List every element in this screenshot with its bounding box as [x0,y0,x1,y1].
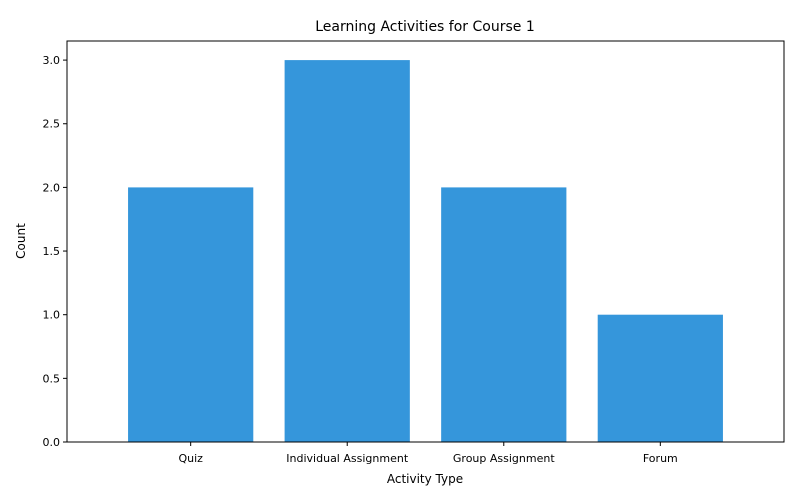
y-tick-label: 1.5 [43,245,61,258]
plot-frame [66,40,785,443]
x-tick-label: Forum [643,452,678,465]
x-tick-label: Quiz [178,452,203,465]
y-tick-label: 1.0 [43,309,61,322]
x-axis: Quiz Individual Assignment Group Assignmen… [178,442,678,465]
x-tick-label: Group Assignment [453,452,555,465]
y-tick-label: 0.0 [43,436,61,449]
y-tick-label: 0.5 [43,372,61,385]
y-tick-label: 3.0 [43,54,61,67]
y-axis-label: Count [14,223,28,259]
bar-group-assignment [441,187,567,442]
bar-quiz [128,187,254,442]
bars-layer [128,60,723,442]
y-axis: 0.0 0.5 1.0 1.5 2.0 2.5 3.0 [43,54,67,449]
y-tick-label: 2.0 [43,181,61,194]
chart-title: Learning Activities for Course 1 [315,19,534,35]
x-tick-label: Individual Assignment [286,452,409,465]
bar-individual-assignment [284,60,410,442]
y-tick-label: 2.5 [43,118,61,131]
x-axis-label: Activity Type [387,472,463,486]
bar-forum [597,314,723,442]
